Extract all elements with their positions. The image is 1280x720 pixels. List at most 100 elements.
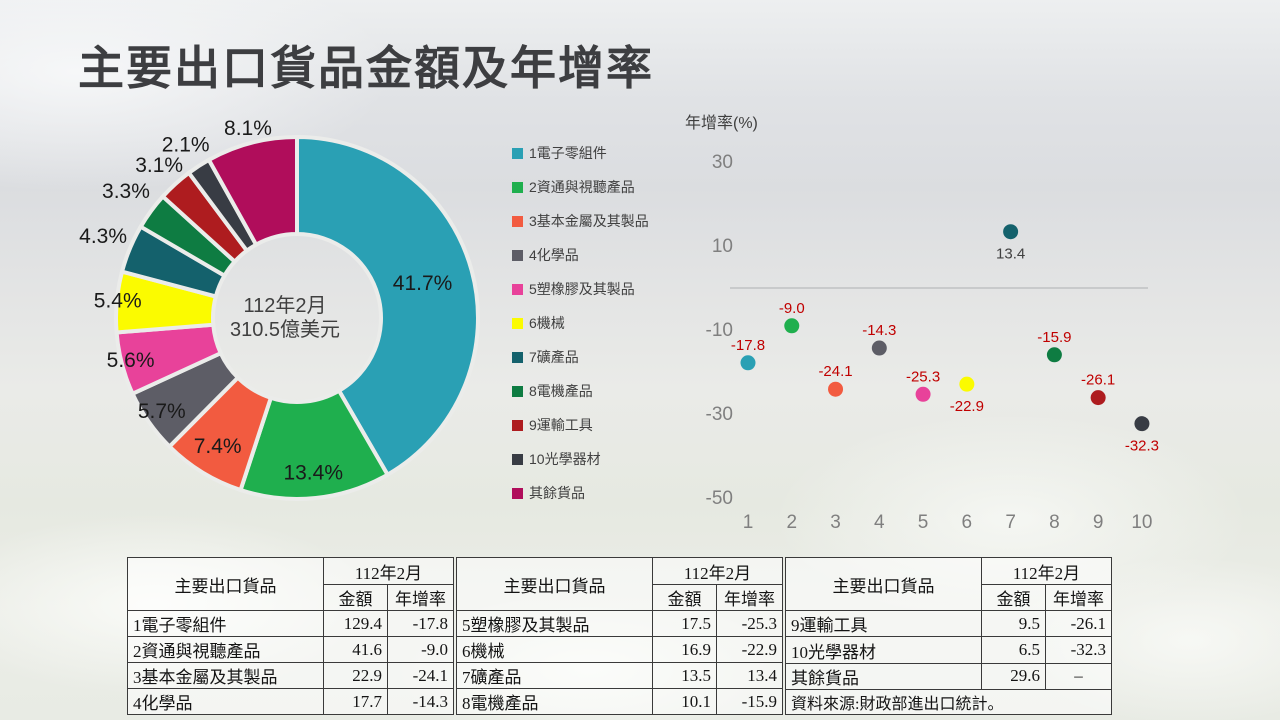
table-header-period: 112年2月 (981, 556, 1112, 586)
page-title: 主要出口貨品金額及年增率 (78, 42, 654, 94)
scatter-axis-title: 年增率(%) (685, 114, 758, 132)
donut-slice-label: 5.6% (107, 349, 155, 372)
scatter-y-tick-label: 30 (712, 152, 733, 173)
donut-slice-label: 3.3% (102, 180, 150, 203)
table-header-amount: 金額 (981, 584, 1046, 612)
table-cell-yoy: -9.0 (387, 636, 454, 663)
scatter-x-tick-label: 3 (830, 512, 841, 533)
legend-label: 6機械 (529, 315, 565, 331)
donut-slice-label: 41.7% (393, 272, 453, 295)
export-table-1: 主要出口貨品 112年2月 金額 年增率 1電子零組件 129.4 -17.8 2資通與視聽產… (127, 557, 454, 715)
scatter-x-tick-label: 10 (1131, 512, 1152, 533)
legend-item: 6機械 (512, 306, 677, 340)
export-table-2: 主要出口貨品 112年2月 金額 年增率 5塑橡膠及其製品 17.5 -25.3 6機械 16.… (456, 557, 783, 715)
source-note: 資料來源:財政部進出口統計。 (785, 688, 1112, 716)
legend-item: 2資通與視聽產品 (512, 170, 677, 204)
table-cell-item: 5塑橡膠及其製品 (456, 610, 653, 637)
table-cell-yoy: -25.3 (716, 610, 783, 637)
donut-slice-label: 5.4% (94, 289, 142, 312)
scatter-x-tick-label: 1 (743, 512, 754, 533)
legend-label: 1電子零組件 (529, 145, 607, 161)
data-tables: 主要出口貨品 112年2月 金額 年增率 1電子零組件 129.4 -17.8 2資通與視聽產… (127, 556, 1112, 716)
table-row: 6機械 16.9 -22.9 (456, 636, 783, 663)
donut-slice-label: 2.1% (162, 133, 210, 156)
donut-slice-label: 7.4% (194, 435, 242, 458)
legend-swatch-icon (512, 147, 523, 159)
table-row: 7礦產品 13.5 13.4 (456, 662, 783, 689)
table-cell-item: 其餘貨品 (785, 662, 982, 690)
table-header-yoy: 年增率 (716, 584, 783, 611)
legend-item: 10光學器材 (512, 442, 677, 476)
table-cell-yoy: -15.9 (716, 688, 783, 715)
table-header-item: 主要出口貨品 (785, 556, 982, 612)
scatter-point (1090, 390, 1106, 406)
table-header-item: 主要出口貨品 (127, 557, 324, 611)
table-cell-amount: 6.5 (981, 636, 1046, 664)
table-cell-amount: 29.6 (981, 662, 1046, 690)
donut-slice (206, 134, 299, 248)
legend-swatch-icon (512, 453, 523, 465)
scatter-x-tick-label: 2 (786, 512, 797, 533)
scatter-point-label: -9.0 (779, 300, 805, 317)
legend-label: 10光學器材 (529, 451, 601, 467)
legend-label: 7礦產品 (529, 349, 579, 365)
table-header-yoy: 年增率 (1045, 584, 1112, 612)
scatter-chart: 年增率(%) 30 10 -10 -30 -50 1 2 3 4 5 6 7 8 9 10 -17.8 -9.0 -… (685, 114, 1159, 533)
donut-slice-label: 13.4% (283, 462, 343, 485)
donut-chart: 41.7% 13.4% 7.4% 5.7% 5.6% 5.4% 4.3% 3.3% 3.1%2.… (79, 117, 480, 501)
donut-slice-label: 3.1% (135, 154, 183, 177)
table-header-yoy: 年增率 (387, 584, 454, 611)
scatter-x-tick-label: 8 (1049, 512, 1060, 533)
table-row: 其餘貨品 29.6– (785, 662, 1112, 690)
legend-label: 3基本金屬及其製品 (529, 213, 649, 229)
table-cell-item: 2資通與視聽產品 (127, 636, 324, 663)
scatter-point (740, 355, 756, 371)
scatter-point-label: -25.3 (906, 368, 940, 385)
table-cell-amount: 10.1 (652, 688, 717, 715)
legend-swatch-icon (512, 419, 523, 431)
legend-item: 3基本金屬及其製品 (512, 204, 677, 238)
legend-label: 9運輸工具 (529, 417, 593, 433)
scatter-y-tick-label: 10 (712, 236, 733, 257)
donut-slice-label: 8.1% (224, 117, 272, 140)
scatter-point (784, 318, 800, 334)
scatter-point-label: -14.3 (862, 322, 896, 339)
table-cell-item: 7礦產品 (456, 662, 653, 689)
scatter-point-label: 13.4 (996, 246, 1025, 263)
table-cell-yoy: -32.3 (1045, 636, 1112, 664)
scatter-point-label: -32.3 (1125, 438, 1159, 455)
scatter-point (959, 376, 975, 392)
table-cell-yoy: 13.4 (716, 662, 783, 689)
table-cell-item: 8電機產品 (456, 688, 653, 715)
scatter-point (915, 386, 931, 402)
scatter-point-label: -22.9 (950, 398, 984, 415)
legend-swatch-icon (512, 487, 523, 499)
scatter-point (1134, 416, 1150, 432)
legend-item: 8電機產品 (512, 374, 677, 408)
scatter-x-tick-label: 9 (1093, 512, 1104, 533)
table-row: 10光學器材 6.5 -32.3 (785, 636, 1112, 664)
table-row: 9運輸工具 9.5 -26.1 (785, 610, 1112, 638)
scatter-x-tick-label: 6 (962, 512, 973, 533)
table-cell-yoy: -24.1 (387, 662, 454, 689)
scatter-point-label: -24.1 (818, 363, 852, 380)
scatter-x-tick-label: 7 (1005, 512, 1016, 533)
table-cell-item: 6機械 (456, 636, 653, 663)
legend-item: 4化學品 (512, 238, 677, 272)
table-cell-amount: 22.9 (323, 662, 388, 689)
table-source-row: 資料來源:財政部進出口統計。 (785, 688, 1112, 716)
donut-slice (295, 134, 480, 478)
donut-slice-label: 5.7% (138, 400, 186, 423)
legend-item: 7礦產品 (512, 340, 677, 374)
legend-swatch-icon (512, 385, 523, 397)
scatter-point-label: -15.9 (1037, 329, 1071, 346)
legend-item: 其餘貨品 (512, 476, 677, 510)
table-header-period: 112年2月 (323, 557, 454, 585)
table-row: 8電機產品 10.1 -15.9 (456, 688, 783, 715)
scatter-x-tick-label: 4 (874, 512, 885, 533)
donut-slice-label: 4.3% (79, 225, 127, 248)
table-cell-amount: 17.7 (323, 688, 388, 715)
table-header-amount: 金額 (323, 584, 388, 611)
scatter-point-label: -17.8 (731, 337, 765, 354)
